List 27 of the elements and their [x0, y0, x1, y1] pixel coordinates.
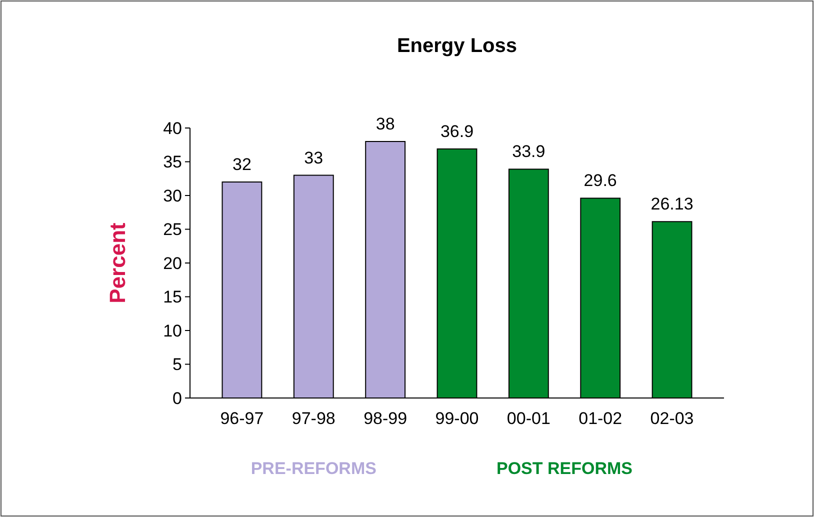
data-label: 33	[304, 148, 324, 168]
y-tick-label: 5	[172, 355, 182, 374]
x-tick-label: 02-03	[650, 409, 694, 428]
y-tick-label: 15	[163, 288, 182, 307]
chart-title: Energy Loss	[396, 35, 518, 57]
text: POST REFORMS	[496, 459, 633, 478]
text: PRE-REFORMS	[250, 459, 376, 478]
x-tick-label: 01-02	[578, 409, 622, 428]
y-tick-label: 25	[163, 220, 182, 240]
y-tick-label: 0	[172, 388, 182, 408]
data-label: 26.13	[650, 194, 694, 214]
data-label: 29.6	[584, 171, 617, 190]
data-label: 33.9	[512, 142, 546, 162]
y-axis-title: Percent	[105, 222, 130, 304]
y-tick-label: 40	[163, 118, 182, 138]
data-label: 36.9	[440, 122, 474, 141]
y-tick-label: 10	[163, 321, 182, 340]
y-tick-label: 20	[163, 254, 182, 273]
y-tick-label: 35	[163, 152, 182, 172]
x-tick-label: 00-01	[506, 409, 550, 428]
x-tick-label: 97-98	[292, 409, 336, 428]
x-tick-label: 99-00	[435, 409, 479, 428]
y-tick-label: 30	[163, 186, 182, 206]
data-label: 38	[376, 114, 395, 134]
data-label: 32	[232, 155, 252, 174]
x-tick-label: 98-99	[364, 409, 408, 428]
x-tick-label: 96-97	[220, 409, 264, 428]
